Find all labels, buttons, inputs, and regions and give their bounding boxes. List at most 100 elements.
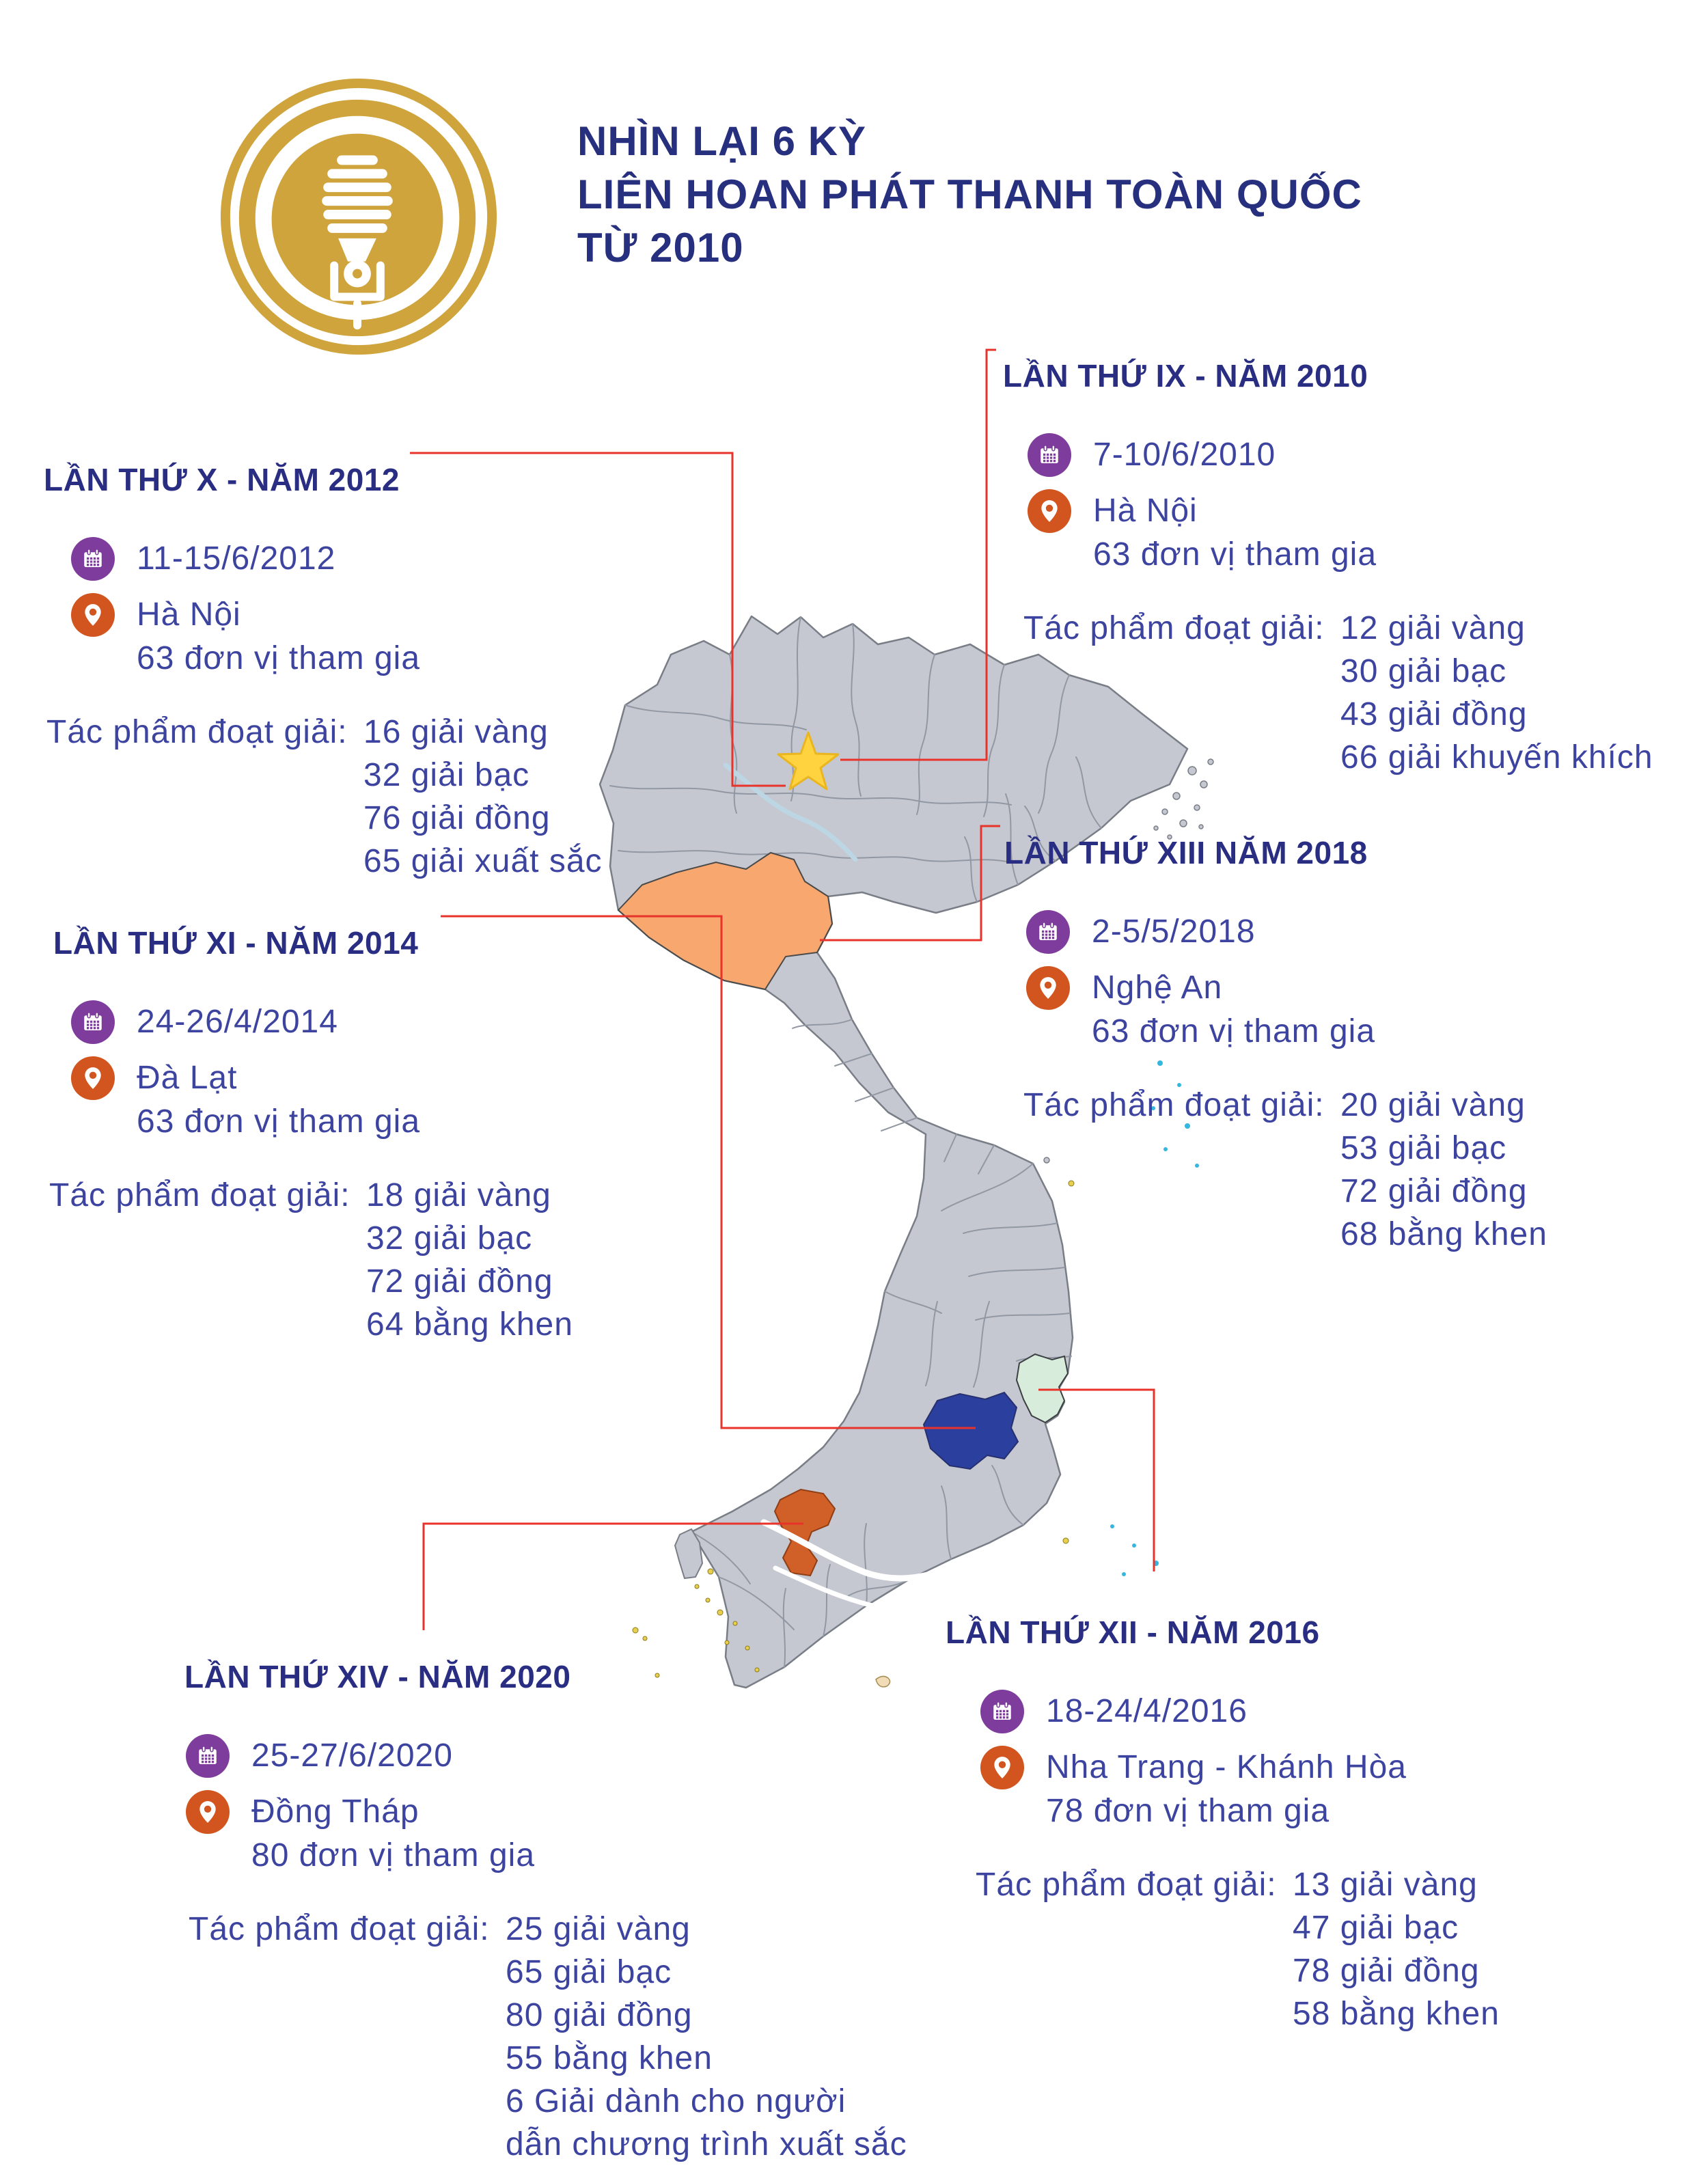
awards-label: Tác phẩm đoạt giải: <box>49 1177 350 1214</box>
province-nghe-an <box>617 851 834 991</box>
section-festival-xi-2014: LẦN THỨ XI - NĂM 2014 24-26/4/2014 Đà Lạ… <box>49 901 777 1346</box>
location-row: Đồng Tháp 80 đơn vị tham gia <box>186 1790 909 1878</box>
section-title: LẦN THỨ IX - NĂM 2010 <box>1003 358 1368 394</box>
award-line: 32 giải bạc <box>366 1220 533 1257</box>
date-row: 24-26/4/2014 <box>71 1000 777 1045</box>
hanoi-star-marker <box>777 731 840 791</box>
participants-count: 63 đơn vị tham gia <box>137 1103 421 1140</box>
radio-microphone-badge-icon <box>220 78 497 355</box>
province-borders <box>609 616 1102 1668</box>
event-dates: 24-26/4/2014 <box>137 1004 338 1041</box>
calendar-icon <box>186 1734 230 1778</box>
calendar-icon <box>1026 910 1070 954</box>
section-festival-xiv-2020: LẦN THỨ XIV - NĂM 2020 25-27/6/2020 Đồng… <box>184 1634 909 2166</box>
award-line: 16 giải vàng <box>363 714 549 751</box>
award-line: 20 giải vàng <box>1340 1087 1526 1124</box>
section-title: LẦN THỨ X - NĂM 2012 <box>44 462 400 498</box>
microphone-glyph <box>322 155 393 330</box>
event-location: Đồng Tháp <box>251 1794 419 1830</box>
section-festival-x-2012: LẦN THỨ X - NĂM 2012 11-15/6/2012 Hà Nội… <box>44 437 768 883</box>
awards-block: Tác phẩm đoạt giải: 18 giải vàng 32 giải … <box>49 1174 777 1346</box>
awards-label: Tác phẩm đoạt giải: <box>189 1911 490 1948</box>
event-location: Nha Trang - Khánh Hòa <box>1046 1749 1407 1786</box>
awards-block: Tác phẩm đoạt giải: 20 giải vàng 53 giải … <box>1023 1084 1708 1256</box>
date-row: 2-5/5/2018 <box>1026 910 1708 954</box>
award-line: 80 giải đồng <box>506 1997 693 2034</box>
date-row: 25-27/6/2020 <box>186 1734 909 1778</box>
date-row: 18-24/4/2016 <box>980 1690 1670 1734</box>
award-line: 72 giải đồng <box>1340 1173 1528 1210</box>
awards-label: Tác phẩm đoạt giải: <box>976 1867 1277 1904</box>
event-location: Đà Lạt <box>137 1060 238 1097</box>
awards-label: Tác phẩm đoạt giải: <box>1023 610 1325 647</box>
mekong-channels <box>760 1519 952 1610</box>
award-line: 6 Giải dành cho người dẫn chương trình x… <box>506 2083 907 2163</box>
awards-list: 20 giải vàng 53 giải bạc 72 giải đồng 68 bằ… <box>1340 1084 1547 1256</box>
participants-count: 63 đơn vị tham gia <box>1093 536 1377 573</box>
award-line: 47 giải bạc <box>1293 1910 1459 1947</box>
section-title: LẦN THỨ XI - NĂM 2014 <box>53 925 419 961</box>
province-khanh-hoa <box>1015 1353 1069 1424</box>
connector-ix <box>840 348 996 761</box>
award-line: 58 bằng khen <box>1293 1996 1500 2033</box>
award-line: 68 bằng khen <box>1340 1216 1547 1253</box>
location-row: Nghệ An 63 đơn vị tham gia <box>1026 966 1708 1054</box>
section-title: LẦN THỨ XIII NĂM 2018 <box>1004 835 1368 871</box>
phu-quoc-island <box>674 1528 704 1580</box>
award-line: 65 giải xuất sắc <box>363 843 603 880</box>
page-title-line-1: NHÌN LẠI 6 KỲ <box>577 118 867 164</box>
page-title-line-3: TỪ 2010 <box>577 225 744 271</box>
award-line: 12 giải vàng <box>1340 610 1526 647</box>
award-line: 25 giải vàng <box>506 1911 691 1948</box>
event-dates: 2-5/5/2018 <box>1092 914 1256 950</box>
section-title: LẦN THỨ XIV - NĂM 2020 <box>184 1659 571 1695</box>
awards-list: 16 giải vàng 32 giải bạc 76 giải đồng 65 gi… <box>363 711 603 883</box>
awards-block: Tác phẩm đoạt giải: 16 giải vàng 32 giải … <box>46 711 768 883</box>
connector-xiii <box>820 825 1000 942</box>
event-location: Hà Nội <box>1093 493 1198 530</box>
connector-xii <box>1038 1388 1155 1571</box>
location-row: Hà Nội 63 đơn vị tham gia <box>71 593 768 681</box>
event-dates: 25-27/6/2020 <box>251 1738 453 1774</box>
page-title-line-2: LIÊN HOAN PHÁT THANH TOÀN QUỐC <box>577 171 1362 217</box>
award-line: 66 giải khuyến khích <box>1340 739 1653 776</box>
participants-count: 63 đơn vị tham gia <box>137 640 421 677</box>
award-line: 55 bằng khen <box>506 2040 713 2077</box>
connector-xi <box>441 915 976 1429</box>
location-pin-icon <box>1028 489 1071 534</box>
awards-list: 18 giải vàng 32 giải bạc 72 giải đồng 64 bằ… <box>366 1174 573 1346</box>
award-line: 64 bằng khen <box>366 1306 573 1343</box>
location-pin-icon <box>1026 966 1070 1011</box>
awards-block: Tác phẩm đoạt giải: 13 giải vàng 47 giải … <box>976 1863 1670 2035</box>
location-row: Nha Trang - Khánh Hòa 78 đơn vị tham gia <box>980 1746 1670 1833</box>
page-title: NHÌN LẠI 6 KỲ LIÊN HOAN PHÁT THANH TOÀN … <box>577 115 1362 275</box>
award-line: 32 giải bạc <box>363 757 530 794</box>
location-pin-icon <box>71 593 115 637</box>
small-islets-yellow <box>632 1180 1075 1678</box>
section-festival-ix-2010: LẦN THỨ IX - NĂM 2010 7-10/6/2010 Hà Nội… <box>1003 333 1708 779</box>
awards-list: 25 giải vàng 65 giải bạc 80 giải đồng 55 bằ… <box>506 1908 909 2166</box>
event-location: Hà Nội <box>137 596 241 633</box>
calendar-icon <box>980 1690 1024 1734</box>
award-line: 13 giải vàng <box>1293 1867 1478 1904</box>
awards-block: Tác phẩm đoạt giải: 12 giải vàng 30 giải … <box>1023 607 1708 779</box>
participants-count: 80 đơn vị tham gia <box>251 1837 536 1874</box>
connector-xiv <box>422 1522 803 1630</box>
section-title: LẦN THỨ XII - NĂM 2016 <box>946 1615 1320 1651</box>
section-festival-xiii-2018: LẦN THỨ XIII NĂM 2018 2-5/5/2018 Nghệ An… <box>1004 810 1708 1256</box>
connector-x <box>410 452 786 787</box>
event-dates: 18-24/4/2016 <box>1046 1693 1248 1730</box>
event-dates: 7-10/6/2010 <box>1093 437 1276 473</box>
calendar-icon <box>71 1000 115 1045</box>
location-pin-icon <box>71 1056 115 1101</box>
location-pin-icon <box>980 1746 1024 1790</box>
offshore-archipelago-dots <box>1110 1060 1199 1576</box>
awards-label: Tác phẩm đoạt giải: <box>46 714 348 751</box>
award-line: 30 giải bạc <box>1340 653 1507 690</box>
awards-label: Tác phẩm đoạt giải: <box>1023 1087 1325 1124</box>
con-dao-island <box>875 1675 891 1688</box>
location-pin-icon <box>186 1790 230 1835</box>
award-line: 78 giải đồng <box>1293 1953 1480 1990</box>
location-row: Đà Lạt 63 đơn vị tham gia <box>71 1056 777 1144</box>
